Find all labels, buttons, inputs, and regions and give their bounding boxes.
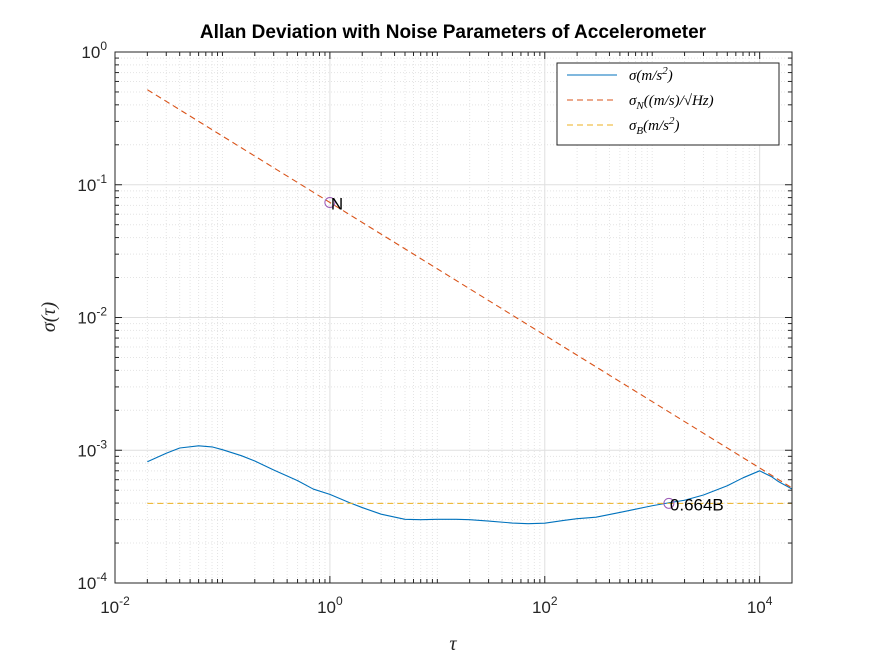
y-axis-label: σ(τ) [38, 301, 60, 332]
y-tick-label: 10-1 [77, 172, 107, 195]
legend-text-base: σ [629, 118, 637, 134]
chart-title: Allan Deviation with Noise Parameters of… [200, 22, 707, 43]
x-tick-label: 102 [532, 594, 558, 617]
tick-base: 10 [81, 43, 100, 62]
tick-exponent: -4 [96, 570, 107, 584]
legend-text-tail: (m/s [643, 118, 669, 134]
series-line-2 [147, 89, 793, 489]
tick-base: 10 [77, 176, 96, 195]
tick-exponent: -1 [96, 172, 107, 186]
tick-base: 10 [532, 598, 551, 617]
legend-text-tail: ((m/s)/√Hz) [644, 93, 714, 109]
tick-base: 10 [77, 309, 96, 328]
legend-box [556, 62, 780, 146]
minor-grid [115, 52, 793, 583]
tick-base: 10 [77, 441, 96, 460]
annotation-marker-2 [663, 497, 675, 509]
annotation-layer: N 0.664B [324, 195, 724, 514]
tick-exponent: -2 [119, 594, 130, 608]
annotation-marker-1 [324, 197, 336, 209]
x-tick-label: 100 [317, 594, 343, 617]
legend-items: σ(m/s2)σN((m/s)/√Hz)σB(m/s2) [567, 65, 714, 137]
y-tick-label: 10-3 [77, 437, 107, 460]
tick-exponent: -3 [96, 437, 107, 451]
x-tick-label: 10-2 [100, 594, 130, 617]
tick-base: 10 [747, 598, 766, 617]
y-tick-label: 10-2 [77, 305, 107, 328]
x-axis-label: τ [449, 633, 457, 655]
annotation-label-2: 0.664B [670, 495, 724, 514]
x-tick-label: 104 [747, 594, 773, 617]
y-tick-label: 10-4 [77, 570, 107, 593]
tick-base: 10 [317, 598, 336, 617]
legend-label-1: σ(m/s2) [629, 65, 673, 84]
legend-text-base: σ [629, 93, 637, 109]
legend-superscript: 2 [662, 65, 668, 77]
tick-exponent: 4 [766, 594, 773, 608]
tick-base: 10 [100, 598, 119, 617]
legend-subscript: N [635, 100, 644, 112]
legend-superscript: 2 [669, 115, 675, 127]
tick-marks [114, 51, 793, 584]
legend: σ(m/s2)σN((m/s)/√Hz)σB(m/s2) [556, 62, 780, 146]
tick-exponent: 2 [551, 594, 558, 608]
legend-label-3: σB(m/s2) [629, 115, 679, 137]
legend-label-2: σN((m/s)/√Hz) [629, 93, 714, 112]
x-tick-labels: 10-2 100 102 104 [100, 594, 773, 617]
legend-subscript: B [636, 125, 643, 137]
tick-exponent: 0 [336, 594, 343, 608]
tick-exponent: -2 [96, 305, 107, 319]
legend-text-tail: ) [673, 118, 679, 134]
tick-base: 10 [77, 574, 96, 593]
series-line-1 [147, 445, 793, 525]
annotation-label-1: N [331, 195, 343, 214]
legend-text-base: σ(m/s [629, 68, 662, 84]
legend-text-tail: ) [667, 68, 673, 84]
y-tick-label: 100 [81, 39, 107, 62]
series-layer [147, 89, 793, 525]
tick-exponent: 0 [100, 39, 107, 53]
